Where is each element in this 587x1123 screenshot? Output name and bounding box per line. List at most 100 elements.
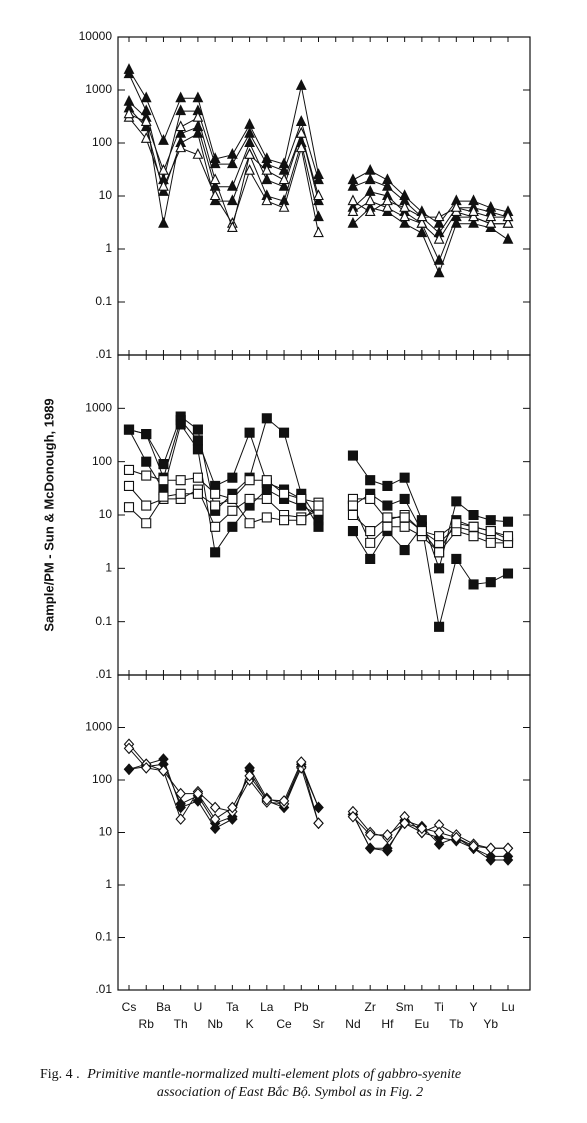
x-tick-label: Ta [226,1000,239,1014]
x-tick-label: Nd [345,1017,360,1031]
y-tick-label: 10000 [79,29,113,43]
y-tick-label: 100 [92,135,112,149]
marker [364,829,376,841]
marker [278,173,290,185]
marker [210,521,221,532]
marker [502,531,514,542]
marker [399,512,410,523]
marker [468,210,479,222]
marker [123,502,135,513]
y-tick-label: 100 [92,772,112,786]
series-line [128,73,509,234]
caption: Fig. 4 . Primitive mantle-normalized mul… [40,1067,461,1082]
marker [244,493,255,504]
marker [347,500,359,511]
marker [141,470,152,481]
marker [209,813,221,825]
marker [175,488,186,499]
y-tick-label: 10 [99,507,113,521]
marker [382,201,393,212]
marker [365,553,376,564]
marker [175,813,186,825]
marker [227,472,238,483]
marker [192,110,204,122]
marker [192,435,203,446]
marker [416,226,428,238]
marker [244,163,255,175]
marker [278,179,290,191]
marker [313,801,324,814]
marker [123,763,135,776]
marker [226,221,238,232]
marker [433,838,445,850]
marker [141,456,152,467]
marker [399,210,411,222]
marker [485,850,497,863]
y-tick-label: 1 [105,241,112,255]
marker [468,205,479,217]
marker [364,173,376,185]
x-tick-label: Rb [139,1017,155,1031]
x-tick-label: Ce [276,1017,292,1031]
caption-label: Fig. 4 . [40,1067,80,1082]
marker [433,232,445,244]
marker [347,810,359,823]
marker [158,134,169,145]
marker [175,787,186,800]
marker [399,545,410,556]
marker [140,91,152,103]
marker [140,115,152,126]
y-tick-label: 1000 [85,720,112,734]
marker [192,424,203,435]
marker [468,521,479,532]
marker [123,424,135,435]
marker [296,493,307,504]
marker [244,427,255,438]
marker [295,126,307,138]
marker [192,787,204,800]
marker [175,475,186,486]
marker [364,194,376,206]
marker [365,526,376,537]
marker [210,488,221,499]
x-tick-label: Tb [449,1017,463,1031]
marker [313,226,324,238]
marker [416,526,427,537]
plot-frame [117,36,531,356]
marker [227,521,238,532]
marker [278,488,290,499]
x-tick-label: Ti [434,1000,444,1014]
x-tick-label: Nb [207,1017,223,1031]
marker [261,163,273,175]
marker [382,829,393,841]
marker [364,163,376,175]
marker [433,254,445,265]
marker [433,826,445,839]
marker [313,173,324,185]
marker [227,801,238,814]
marker [175,91,187,103]
marker [399,493,410,504]
marker [158,216,169,228]
marker [226,148,238,159]
marker [313,521,324,532]
x-tick-label: Eu [415,1017,430,1031]
y-tick-label: 10 [99,825,113,839]
marker [261,173,273,185]
marker [261,413,272,424]
marker [123,107,135,119]
x-tick-label: Sr [313,1017,325,1031]
marker [244,136,255,148]
marker [123,742,135,755]
marker [382,512,393,523]
marker [502,216,514,228]
marker [123,464,135,475]
y-axis-label: Sample/PM - Sun & McDonough, 1989 [41,398,56,631]
y-tick-label: 1 [105,877,112,891]
plot-frame [117,354,531,676]
y-tick-label: 100 [92,454,112,468]
marker [502,850,514,863]
marker [210,547,221,558]
marker [468,216,479,228]
